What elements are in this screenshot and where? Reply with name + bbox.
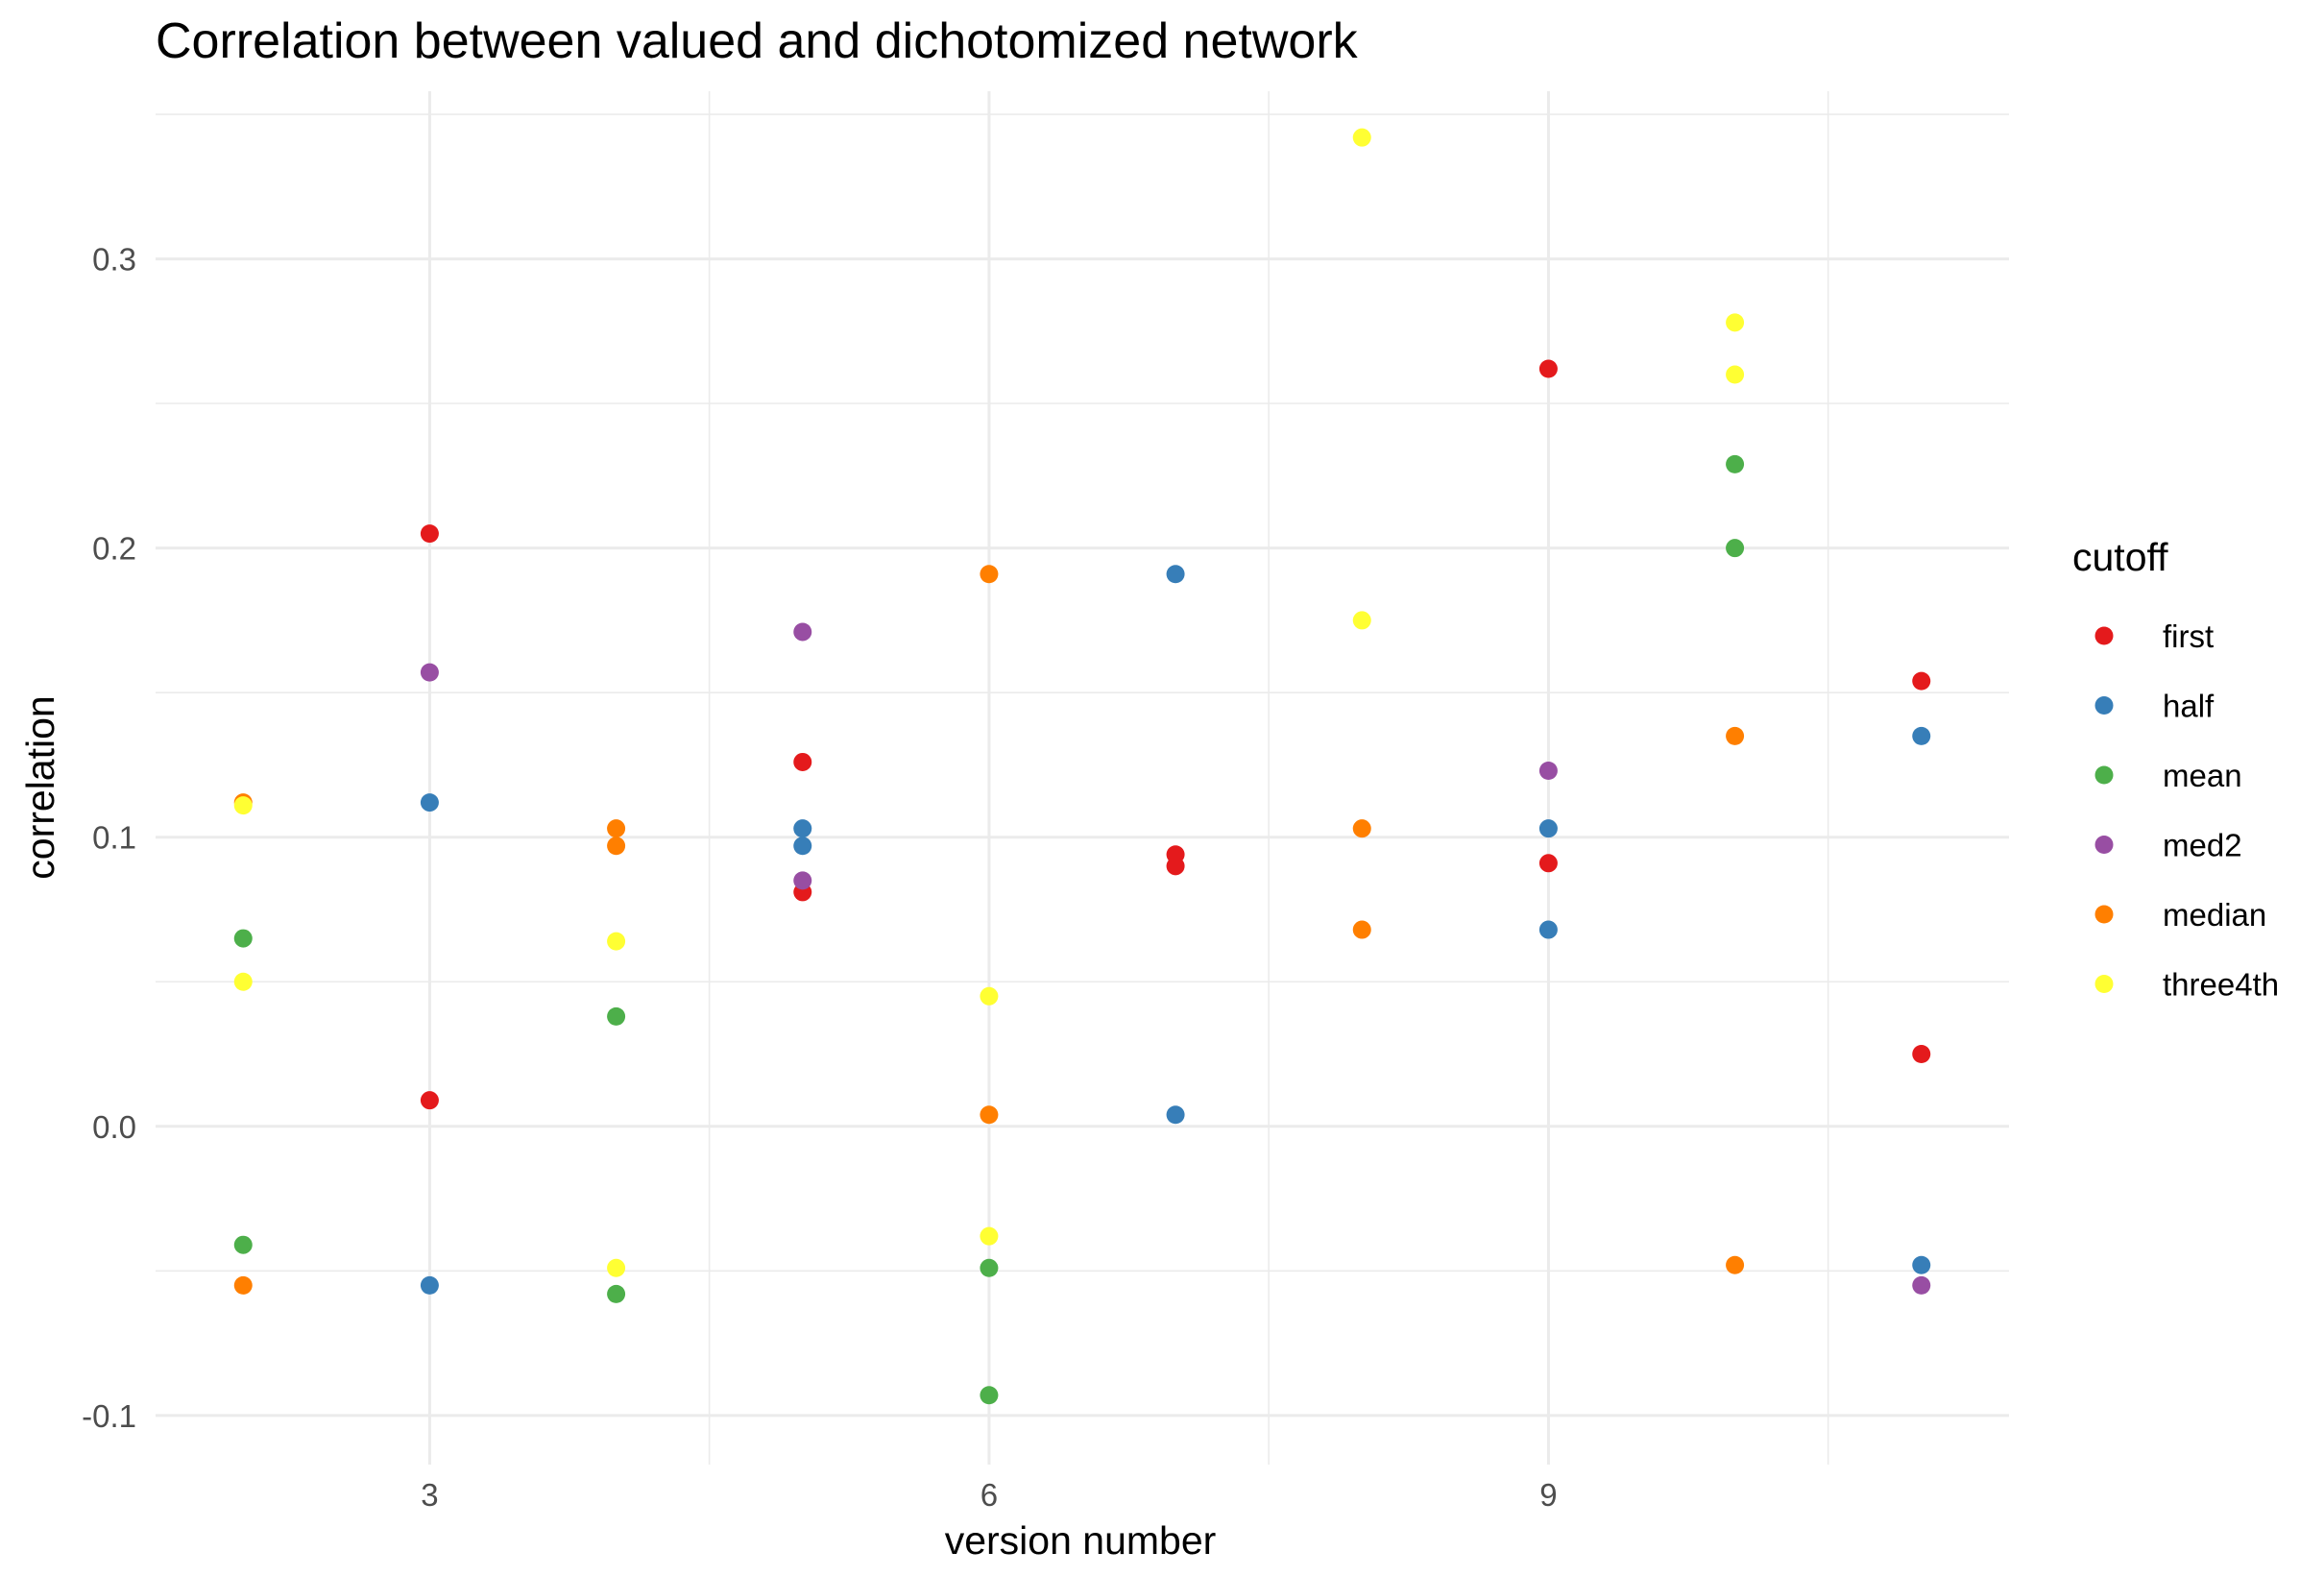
x-tick-label: 3: [421, 1477, 438, 1513]
point-median: [1352, 920, 1371, 939]
point-half: [1166, 1105, 1185, 1125]
legend-key-med2: [2094, 836, 2114, 854]
y-tick-label: 0.2: [92, 531, 136, 567]
point-first: [1912, 671, 1931, 691]
point-med2: [1912, 1275, 1931, 1295]
grid: [156, 91, 2009, 1465]
point-med2: [793, 871, 812, 890]
point-mean: [607, 1006, 626, 1026]
point-half: [420, 1275, 439, 1295]
point-first: [1538, 359, 1558, 378]
point-mean: [607, 1284, 626, 1303]
point-median: [980, 565, 999, 584]
legend-key-half: [2094, 696, 2114, 715]
point-three4th: [233, 796, 253, 815]
point-median: [1726, 1255, 1745, 1274]
point-mean: [1726, 454, 1745, 473]
point-median: [607, 819, 626, 838]
point-first: [793, 752, 812, 771]
point-three4th: [1352, 128, 1371, 147]
point-first: [1538, 854, 1558, 873]
legend-label-median: median: [2163, 897, 2266, 933]
legend-label-three4th: three4th: [2163, 967, 2279, 1003]
data-points: [233, 128, 1931, 1405]
y-tick-label: 0.0: [92, 1109, 136, 1145]
point-three4th: [1352, 611, 1371, 630]
point-mean: [980, 1386, 999, 1405]
point-median: [607, 836, 626, 856]
point-mean: [1726, 539, 1745, 558]
x-axis-title: version number: [945, 1518, 1217, 1563]
point-median: [1726, 726, 1745, 745]
point-median: [233, 1275, 253, 1295]
point-mean: [233, 1235, 253, 1254]
point-three4th: [233, 972, 253, 991]
legend-label-mean: mean: [2163, 758, 2242, 793]
legend-label-first: first: [2163, 618, 2214, 654]
x-axis-ticks: 3 6 9: [421, 1477, 1557, 1513]
y-tick-label: 0.1: [92, 820, 136, 856]
legend-key-three4th: [2094, 975, 2114, 993]
legend-key-mean: [2094, 765, 2114, 785]
point-first: [420, 524, 439, 544]
point-three4th: [980, 986, 999, 1006]
point-first: [1166, 857, 1185, 876]
point-half: [793, 836, 812, 856]
legend: cutoff first half mean med2 median three4th: [2072, 535, 2279, 1003]
point-half: [1912, 726, 1931, 745]
point-half: [420, 793, 439, 812]
point-med2: [793, 622, 812, 642]
point-first: [1912, 1045, 1931, 1064]
point-three4th: [980, 1226, 999, 1246]
point-half: [793, 819, 812, 838]
legend-key-first: [2094, 626, 2114, 645]
y-tick-label: 0.3: [92, 242, 136, 278]
point-three4th: [1726, 313, 1745, 332]
point-three4th: [1726, 365, 1745, 384]
chart-title: Correlation between valued and dichotomi…: [156, 13, 1359, 69]
point-mean: [980, 1258, 999, 1277]
y-tick-label: -0.1: [82, 1398, 136, 1434]
legend-title: cutoff: [2072, 535, 2168, 579]
point-med2: [420, 663, 439, 682]
point-half: [1538, 920, 1558, 939]
legend-label-med2: med2: [2163, 828, 2242, 863]
point-median: [1352, 819, 1371, 838]
point-first: [420, 1091, 439, 1110]
legend-items: first half mean med2 median three4th: [2094, 618, 2279, 1003]
y-axis-title: correlation: [18, 695, 62, 879]
legend-key-median: [2094, 905, 2114, 924]
point-mean: [233, 929, 253, 948]
point-half: [1166, 565, 1185, 584]
point-med2: [1538, 761, 1558, 780]
point-three4th: [607, 932, 626, 951]
x-tick-label: 6: [980, 1477, 998, 1513]
legend-label-half: half: [2163, 689, 2215, 724]
point-half: [1912, 1255, 1931, 1274]
x-tick-label: 9: [1539, 1477, 1557, 1513]
point-median: [980, 1105, 999, 1125]
point-three4th: [607, 1258, 626, 1277]
y-axis-ticks: -0.1 0.0 0.1 0.2 0.3: [82, 242, 136, 1434]
point-half: [1538, 819, 1558, 838]
